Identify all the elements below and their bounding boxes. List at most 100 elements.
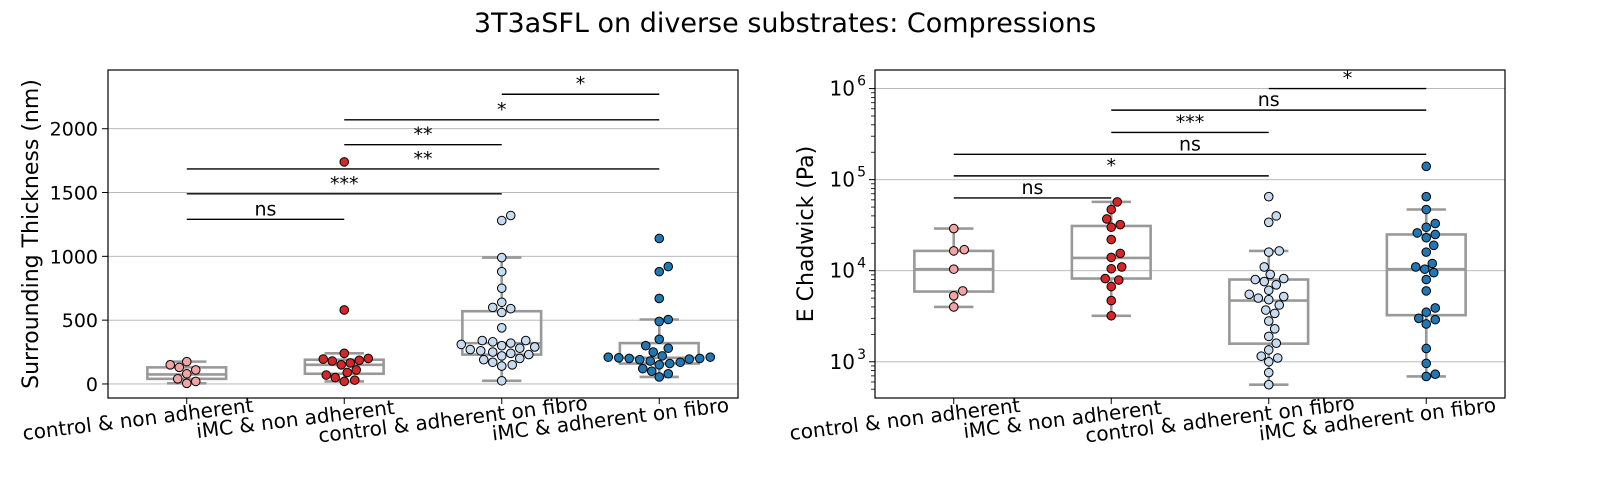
data-point [505,348,516,359]
data-point [675,357,686,368]
data-point [1421,222,1432,233]
y-tick-exponent: 6 [857,74,866,90]
data-point [1265,269,1276,280]
data-point [654,293,665,304]
data-point [190,365,201,375]
data-point [663,261,674,272]
data-point [339,376,350,387]
data-point [640,340,651,351]
data-point [1271,338,1282,348]
data-point [1421,319,1432,329]
data-point [613,352,624,363]
data-point [1113,275,1124,285]
significance-label: * [497,99,507,121]
data-point [1272,353,1283,363]
data-point [1256,351,1267,362]
data-point [496,351,507,361]
data-point [705,352,716,362]
y-tick-label: 10 [830,168,855,192]
data-point [1263,367,1274,378]
data-point [1269,308,1280,319]
data-point [1115,219,1126,230]
data-point [339,305,350,315]
data-point [1250,274,1261,285]
axes-frame [874,69,1506,399]
data-point [354,355,365,366]
data-point [342,367,353,378]
data-point [172,374,183,384]
data-point [1278,273,1289,284]
data-point [330,372,341,383]
data-point [654,360,665,370]
data-point [336,360,347,370]
data-point [514,353,525,364]
data-point [363,353,374,364]
data-point [1274,246,1285,256]
data-point [1263,247,1274,257]
data-point [496,361,507,371]
data-point [174,362,185,373]
data-point [1421,274,1432,285]
data-point [1421,204,1432,215]
significance-label: ** [414,148,433,170]
data-point [1244,289,1255,300]
data-point [948,223,959,234]
data-point [477,335,488,346]
data-point [684,354,695,364]
data-point [487,347,498,357]
data-point [181,378,192,389]
data-point [1101,214,1112,224]
data-point [487,357,498,368]
data-point [657,351,668,361]
data-point [339,348,350,359]
y-tick-label: 10 [830,350,855,374]
y-axis-label: E Chadwick (Pa) [794,146,819,323]
data-point [1263,356,1274,367]
data-point [663,314,674,325]
data-point [1106,263,1117,274]
data-point [321,370,332,380]
data-point [345,358,356,368]
data-point [514,343,525,354]
y-tick-label: 10 [830,259,855,283]
data-point [1428,240,1439,251]
data-point [603,352,614,362]
data-point [1106,295,1117,306]
data-point [496,307,507,318]
data-point [1106,234,1117,245]
data-point [1427,258,1438,269]
data-point [475,345,486,356]
data-point [957,286,968,296]
data-point [637,363,648,374]
data-point [505,338,516,348]
significance-label: * [1107,155,1117,177]
data-point [496,283,507,294]
data-point [948,264,959,274]
data-point [1413,313,1424,324]
data-point [1115,248,1126,259]
data-point [1421,371,1432,382]
data-point [1271,211,1282,221]
significance-label: * [576,73,586,95]
data-point [1412,228,1423,238]
data-point [507,360,518,370]
data-point [505,210,516,221]
data-point [1421,286,1432,296]
data-point [1430,369,1441,380]
data-point [349,375,360,385]
data-point [1259,276,1270,287]
data-point [1421,161,1432,172]
significance-label: ns [1179,133,1201,155]
data-point [1106,204,1117,215]
data-point [1263,316,1274,326]
data-point [624,353,635,364]
data-point [654,334,665,345]
data-point [1263,294,1274,305]
figure-title: 3T3aSFL on diverse substrates: Compressi… [474,8,1096,39]
data-point [181,368,192,379]
data-point [318,354,329,364]
data-point [1274,300,1285,310]
data-point [496,375,507,386]
